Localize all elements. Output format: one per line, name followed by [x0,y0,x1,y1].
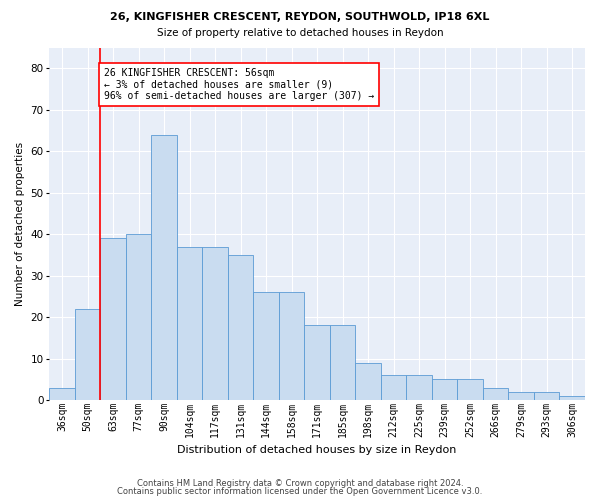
Bar [534,392,559,400]
Bar [49,388,75,400]
Text: 26, KINGFISHER CRESCENT, REYDON, SOUTHWOLD, IP18 6XL: 26, KINGFISHER CRESCENT, REYDON, SOUTHWO… [110,12,490,22]
Bar [457,380,483,400]
Bar [330,326,355,400]
Bar [177,246,202,400]
Bar [151,134,177,400]
X-axis label: Distribution of detached houses by size in Reydon: Distribution of detached houses by size … [178,445,457,455]
Bar [202,246,228,400]
Bar [355,362,381,400]
Text: Contains HM Land Registry data © Crown copyright and database right 2024.: Contains HM Land Registry data © Crown c… [137,478,463,488]
Bar [432,380,457,400]
Text: Contains public sector information licensed under the Open Government Licence v3: Contains public sector information licen… [118,487,482,496]
Bar [406,375,432,400]
Bar [483,388,508,400]
Y-axis label: Number of detached properties: Number of detached properties [15,142,25,306]
Bar [100,238,126,400]
Bar [279,292,304,400]
Bar [304,326,330,400]
Text: Size of property relative to detached houses in Reydon: Size of property relative to detached ho… [157,28,443,38]
Bar [75,309,100,400]
Text: 26 KINGFISHER CRESCENT: 56sqm
← 3% of detached houses are smaller (9)
96% of sem: 26 KINGFISHER CRESCENT: 56sqm ← 3% of de… [104,68,374,102]
Bar [559,396,585,400]
Bar [508,392,534,400]
Bar [253,292,279,400]
Bar [126,234,151,400]
Bar [381,375,406,400]
Bar [228,255,253,400]
